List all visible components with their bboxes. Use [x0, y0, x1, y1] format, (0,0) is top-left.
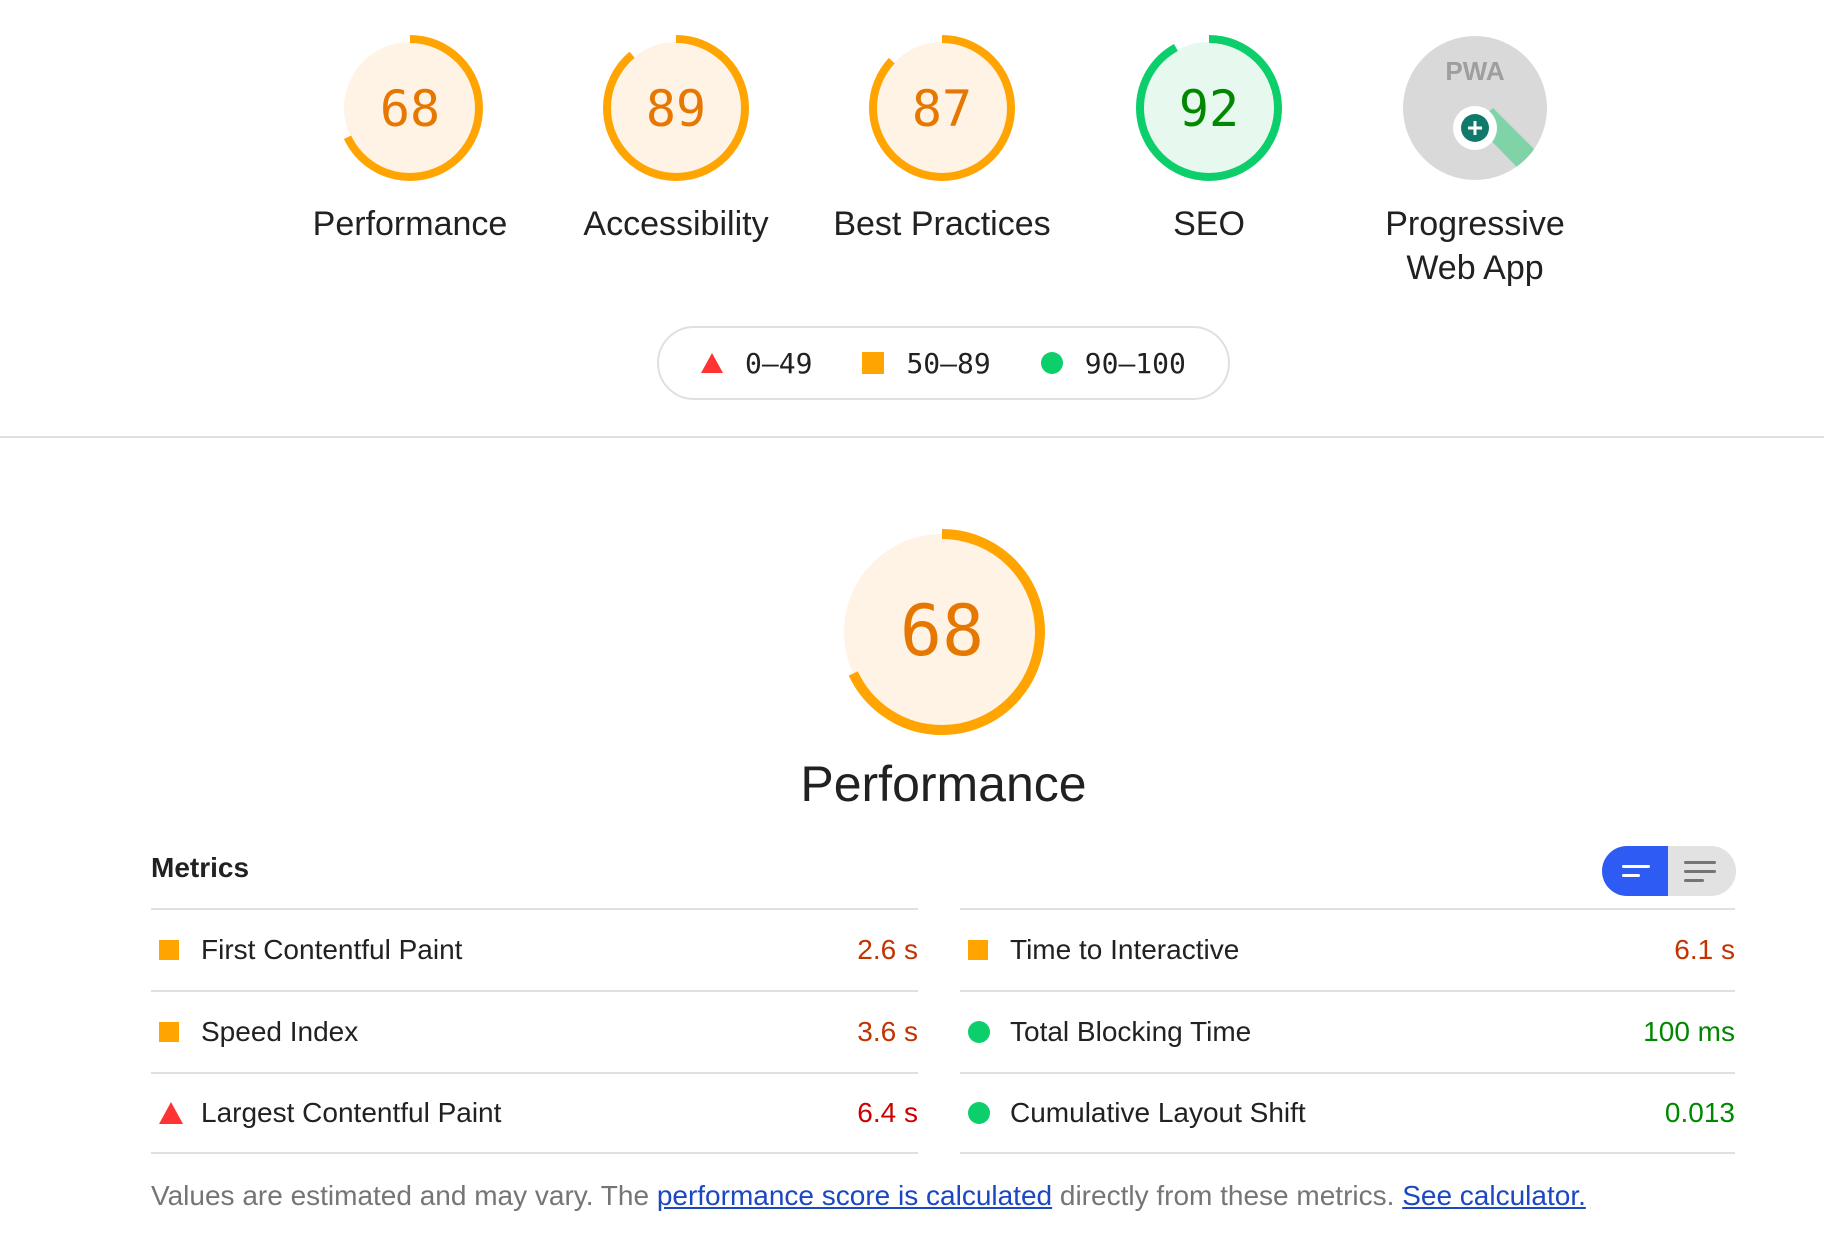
- metric-row: Cumulative Layout Shift 0.013: [960, 1072, 1735, 1154]
- gauge-seo[interactable]: 92 SEO: [1079, 34, 1339, 246]
- circle-icon: [968, 1102, 990, 1124]
- best-practices-gauge-ring: 87: [869, 35, 1015, 181]
- metric-icon-cell: [960, 940, 1010, 960]
- compact-lines-icon-bar: [1622, 874, 1640, 877]
- section-divider: [0, 436, 1824, 438]
- legend-pass: 90–100: [1040, 346, 1186, 380]
- expanded-view-button[interactable]: [1668, 846, 1736, 896]
- best-practices-score: 87: [912, 80, 972, 138]
- metric-value: 2.6 s: [857, 934, 918, 965]
- gauge-performance[interactable]: 68 Performance: [280, 34, 540, 246]
- circle-icon: [968, 1021, 990, 1043]
- compact-lines-icon: [1622, 865, 1650, 868]
- metric-icon-cell: [151, 1022, 201, 1042]
- accessibility-score: 89: [646, 80, 706, 138]
- metric-value: 0.013: [1664, 1097, 1735, 1128]
- metric-row: Speed Index 3.6 s: [151, 990, 918, 1072]
- gauge-label-pwa: Progressive Web App: [1345, 202, 1605, 290]
- pwa-badge-icon: PWA: [1403, 36, 1547, 180]
- gauge-label-performance: Performance: [312, 205, 508, 243]
- seo-gauge-ring: 92: [1136, 35, 1282, 181]
- square-icon: [159, 940, 179, 960]
- gauge-label-accessibility: Accessibility: [583, 205, 769, 243]
- metrics-column-right: Time to Interactive 6.1 s Total Blocking…: [960, 908, 1735, 1154]
- main-performance-score: 68: [900, 590, 984, 672]
- triangle-icon: [159, 1102, 183, 1124]
- gauge-best-practices[interactable]: 87 Best Practices: [812, 34, 1072, 246]
- metrics-footnote: Values are estimated and may vary. The p…: [151, 1180, 1586, 1212]
- gauge-label-pwa-line2: Web App: [1406, 249, 1544, 287]
- metric-value: 3.6 s: [857, 1016, 918, 1047]
- metrics-view-toggle[interactable]: [1602, 846, 1736, 896]
- pwa-badge-text: PWA: [1445, 56, 1504, 86]
- footnote-text-1: Values are estimated and may vary. The: [151, 1180, 657, 1211]
- metric-name: Time to Interactive: [1010, 934, 1240, 965]
- performance-score: 68: [380, 80, 440, 138]
- gauge-accessibility[interactable]: 89 Accessibility: [546, 34, 806, 246]
- expanded-lines-icon-bar: [1684, 878, 1704, 882]
- gauge-label-best-practices: Best Practices: [833, 205, 1051, 243]
- score-calculated-link[interactable]: performance score is calculated: [656, 1180, 1053, 1211]
- legend-average: 50–89: [862, 346, 991, 380]
- square-icon: [159, 1022, 179, 1042]
- accessibility-gauge-ring: 89: [603, 35, 749, 181]
- metrics-column-left: First Contentful Paint 2.6 s Speed Index…: [151, 908, 918, 1154]
- circle-icon: [1040, 352, 1063, 374]
- metric-value: 100 ms: [1643, 1016, 1735, 1047]
- gauge-label-seo: SEO: [1173, 205, 1245, 243]
- expanded-lines-icon: [1684, 860, 1716, 864]
- legend-fail-range: 0–49: [745, 346, 813, 380]
- performance-gauge-ring: 68: [337, 35, 483, 181]
- footnote-text-2: directly from these metrics.: [1052, 1180, 1403, 1211]
- main-performance-title: Performance: [800, 756, 1087, 812]
- seo-score: 92: [1179, 80, 1239, 138]
- metric-icon-cell: [960, 1021, 1010, 1043]
- legend-average-range: 50–89: [906, 346, 991, 380]
- category-gauges: 68 Performance 89 Accessibility 87 Best …: [0, 0, 1824, 300]
- legend-pass-range: 90–100: [1084, 346, 1186, 380]
- metric-value: 6.4 s: [857, 1097, 918, 1128]
- metric-row: First Contentful Paint 2.6 s: [151, 908, 918, 990]
- score-legend: 0–49 50–89 90–100: [657, 326, 1230, 400]
- square-icon: [968, 940, 988, 960]
- compact-view-button[interactable]: [1602, 846, 1668, 896]
- metric-icon-cell: [960, 1102, 1010, 1124]
- see-calculator-link[interactable]: See calculator.: [1402, 1180, 1586, 1211]
- metric-row: Total Blocking Time 100 ms: [960, 990, 1735, 1072]
- metric-icon-cell: [151, 940, 201, 960]
- gauge-label-pwa-line1: Progressive: [1385, 205, 1565, 243]
- triangle-icon: [701, 353, 723, 373]
- metric-value: 6.1 s: [1674, 934, 1735, 965]
- square-icon: [862, 352, 885, 374]
- metric-name: Largest Contentful Paint: [201, 1097, 502, 1128]
- gauge-pwa[interactable]: PWA Progressive Web App: [1345, 34, 1605, 290]
- legend-fail: 0–49: [701, 347, 812, 380]
- metric-name: Cumulative Layout Shift: [1010, 1097, 1306, 1128]
- metric-row: Time to Interactive 6.1 s: [960, 908, 1735, 990]
- metric-name: First Contentful Paint: [201, 934, 463, 965]
- main-performance-gauge: 68: [839, 529, 1045, 735]
- expanded-lines-icon-bar: [1684, 869, 1716, 873]
- metric-row: Largest Contentful Paint 6.4 s: [151, 1072, 918, 1154]
- metric-icon-cell: [151, 1102, 201, 1124]
- metric-name: Total Blocking Time: [1010, 1016, 1252, 1047]
- metrics-heading: Metrics: [151, 852, 250, 883]
- metric-name: Speed Index: [201, 1016, 359, 1047]
